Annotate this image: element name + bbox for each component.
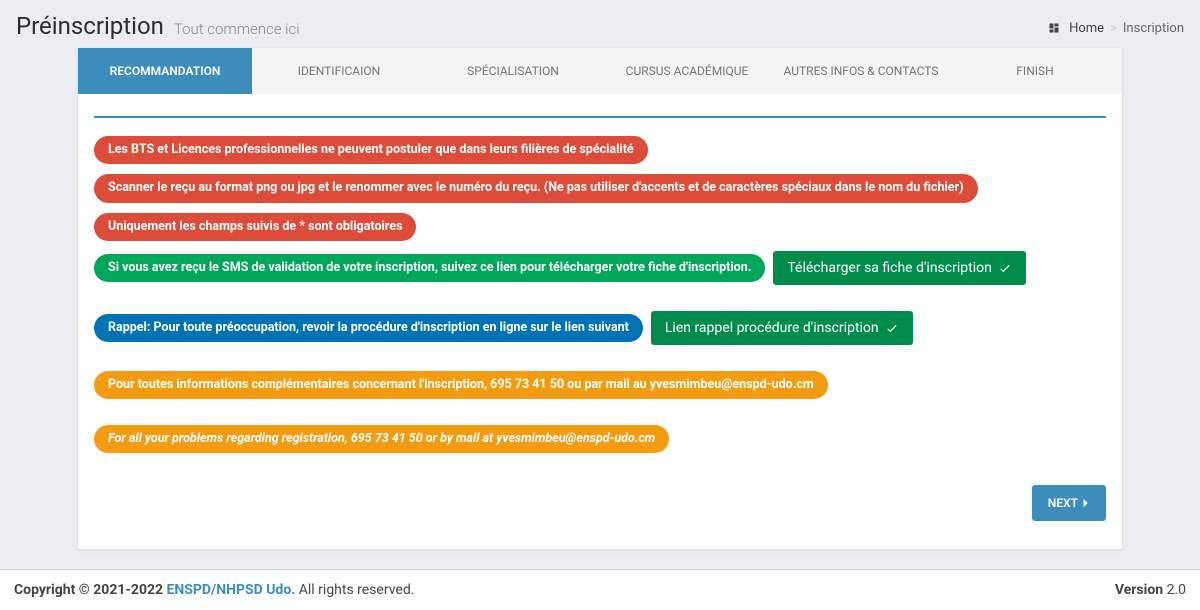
page-title: Préinscription xyxy=(16,12,164,40)
footer: Copyright © 2021-2022 ENSPD/NHPSD Udo. A… xyxy=(0,569,1200,610)
notice-bts: Les BTS et Licences professionnelles ne … xyxy=(94,136,648,164)
notice-rappel: Rappel: Pour toute préoccupation, revoir… xyxy=(94,314,643,342)
tab-autres-infos[interactable]: AUTRES INFOS & CONTACTS xyxy=(774,48,948,94)
procedure-link-button[interactable]: Lien rappel procédure d'inscription xyxy=(651,311,913,345)
tab-recommandation[interactable]: RECOMMANDATION xyxy=(78,48,252,94)
download-fiche-button[interactable]: Télécharger sa fiche d'inscription xyxy=(773,251,1025,285)
version-value: 2.0 xyxy=(1167,582,1186,598)
main-card: RECOMMANDATION IDENTIFICAION SPÉCIALISAT… xyxy=(78,48,1122,549)
breadcrumb-current: Inscription xyxy=(1123,21,1184,36)
version-label: Version xyxy=(1115,582,1167,598)
wizard-steps: RECOMMANDATION IDENTIFICAION SPÉCIALISAT… xyxy=(78,48,1122,94)
breadcrumb-separator: > xyxy=(1110,21,1117,36)
next-label: NEXT xyxy=(1048,496,1078,510)
notice-required: Uniquement les champs suivis de * sont o… xyxy=(94,213,416,241)
page-subtitle: Tout commence ici xyxy=(174,20,300,38)
check-icon xyxy=(998,261,1012,275)
notice-contact-en: For all your problems regarding registra… xyxy=(94,425,669,453)
notice-scan: Scanner le reçu au format png ou jpg et … xyxy=(94,174,978,202)
copyright-suffix: All rights reserved. xyxy=(295,582,414,598)
tab-finish[interactable]: FINISH xyxy=(948,48,1122,94)
breadcrumb-home[interactable]: Home xyxy=(1069,21,1104,36)
notice-sms: Si vous avez reçu le SMS de validation d… xyxy=(94,254,765,282)
chevron-right-icon xyxy=(1082,498,1090,508)
notice-contact-fr: Pour toutes informations complémentaires… xyxy=(94,371,828,399)
breadcrumb: Home > Inscription xyxy=(1047,21,1184,36)
tab-cursus[interactable]: CURSUS ACADÉMIQUE xyxy=(600,48,774,94)
next-button[interactable]: NEXT xyxy=(1032,485,1106,521)
check-icon xyxy=(885,321,899,335)
copyright-prefix: Copyright © 2021-2022 xyxy=(14,582,167,598)
footer-brand-link[interactable]: ENSPD/NHPSD Udo. xyxy=(167,582,296,598)
section-divider xyxy=(94,116,1106,118)
download-fiche-label: Télécharger sa fiche d'inscription xyxy=(787,260,991,276)
dashboard-icon xyxy=(1047,22,1061,34)
procedure-link-label: Lien rappel procédure d'inscription xyxy=(665,320,879,336)
tab-identification[interactable]: IDENTIFICAION xyxy=(252,48,426,94)
tab-specialisation[interactable]: SPÉCIALISATION xyxy=(426,48,600,94)
